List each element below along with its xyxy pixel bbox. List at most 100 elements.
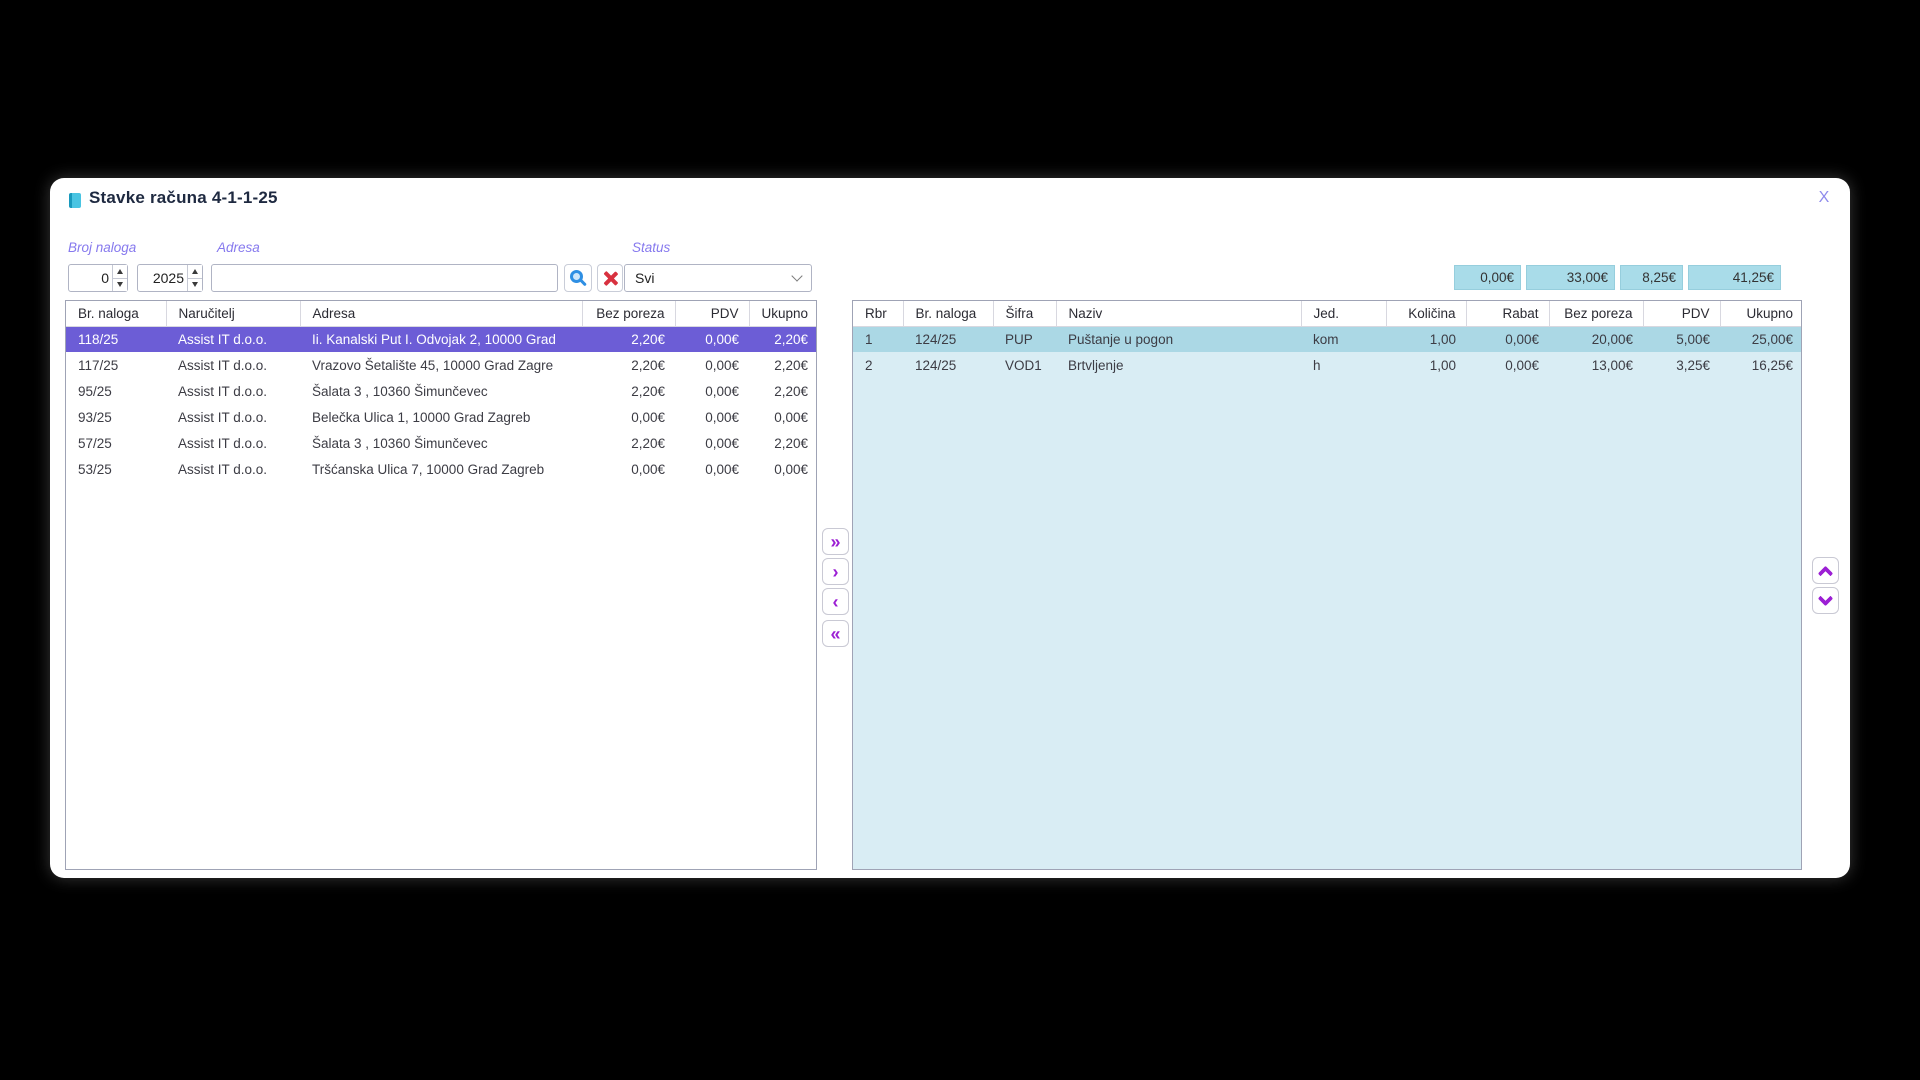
cell-br-naloga: 124/25	[903, 326, 993, 352]
clear-filter-button[interactable]	[597, 264, 623, 292]
cell-br-naloga: 93/25	[78, 409, 112, 425]
cell-narucitelj: Assist IT d.o.o.	[178, 409, 268, 425]
cell-pdv: 0,00€	[705, 409, 739, 425]
item-row-selected[interactable]: 1 124/25 PUP Puštanje u pogon kom 1,00 0…	[853, 326, 1801, 352]
move-left-button[interactable]: ‹	[822, 588, 849, 615]
cell-narucitelj: Assist IT d.o.o.	[178, 461, 268, 477]
cell-bez-poreza: 2,20€	[631, 435, 665, 451]
totals-box-2: 33,00€	[1526, 265, 1615, 290]
double-chevron-right-icon: »	[830, 531, 841, 552]
move-down-button[interactable]	[1812, 587, 1839, 614]
chevron-left-icon: ‹	[832, 591, 839, 612]
item-row[interactable]: 2 124/25 VOD1 Brtvljenje h 1,00 0,00€ 13…	[853, 352, 1801, 378]
cell-narucitelj: Assist IT d.o.o.	[166, 326, 300, 352]
cell-ukupno: 2,20€	[774, 435, 808, 451]
triangle-down-icon	[192, 282, 198, 288]
order-number-stepper[interactable]	[68, 264, 128, 292]
cell-adresa: Šalata 3 , 10360 Šimunčevec	[312, 383, 488, 399]
move-all-right-button[interactable]: »	[822, 528, 849, 555]
order-row[interactable]: 95/25 Assist IT d.o.o. Šalata 3 , 10360 …	[66, 378, 816, 404]
col-bez-poreza: Bez poreza	[1549, 301, 1644, 327]
move-all-left-button[interactable]: «	[822, 620, 849, 647]
cell-rbr: 1	[853, 326, 903, 352]
cell-adresa: Tršćanska Ulica 7, 10000 Grad Zagreb	[312, 461, 545, 477]
col-jed: Jed.	[1301, 301, 1387, 327]
items-header-row: Rbr Br. naloga Šifra Naziv Jed. Količina…	[853, 301, 1801, 327]
order-row-selected[interactable]: 118/25 Assist IT d.o.o. Ii. Kanalski Put…	[66, 326, 816, 352]
cell-pdv: 0,00€	[705, 435, 739, 451]
chevron-down-icon	[1817, 590, 1834, 606]
red-x-icon	[602, 270, 619, 287]
order-row[interactable]: 93/25 Assist IT d.o.o. Belečka Ulica 1, …	[66, 404, 816, 430]
cell-bez-poreza: 2,20€	[631, 357, 665, 373]
cell-adresa: Šalata 3 , 10360 Šimunčevec	[312, 435, 488, 451]
cell-narucitelj: Assist IT d.o.o.	[178, 435, 268, 451]
year-stepper[interactable]	[137, 264, 203, 292]
cell-adresa: Belečka Ulica 1, 10000 Grad Zagreb	[312, 409, 531, 425]
spin-down-button[interactable]	[113, 277, 127, 291]
move-right-button[interactable]: ›	[822, 558, 849, 585]
cell-pdv: 0,00€	[705, 461, 739, 477]
cell-rabat: 0,00€	[1466, 326, 1549, 352]
double-chevron-left-icon: «	[830, 623, 841, 644]
col-bez-poreza: Bez poreza	[582, 301, 676, 327]
col-naziv: Naziv	[1056, 301, 1302, 327]
adresa-label: Adresa	[217, 240, 260, 255]
col-sifra: Šifra	[993, 301, 1057, 327]
cell-narucitelj: Assist IT d.o.o.	[178, 383, 268, 399]
cell-kolicina: 1,00	[1386, 326, 1466, 352]
col-ukupno: Ukupno	[749, 301, 816, 327]
col-pdv: PDV	[1643, 301, 1721, 327]
cell-bez-poreza: 0,00€	[631, 461, 665, 477]
status-selected-value: Svi	[635, 270, 655, 286]
col-kolicina: Količina	[1386, 301, 1467, 327]
order-number-spin-buttons	[112, 265, 127, 291]
cell-bez-poreza: 0,00€	[631, 409, 665, 425]
spin-up-button[interactable]	[113, 265, 127, 278]
search-button[interactable]	[564, 264, 592, 292]
cell-pdv: 0,00€	[675, 326, 749, 352]
cell-br-naloga: 53/25	[78, 461, 112, 477]
cell-rbr: 2	[865, 357, 873, 373]
status-select[interactable]: Svi	[624, 264, 812, 292]
cell-narucitelj: Assist IT d.o.o.	[178, 357, 268, 373]
cell-adresa: Vrazovo Šetalište 45, 10000 Grad Zagre	[312, 357, 554, 373]
cell-jed: kom	[1301, 326, 1386, 352]
cell-br-naloga: 118/25	[66, 326, 166, 352]
order-row[interactable]: 53/25 Assist IT d.o.o. Tršćanska Ulica 7…	[66, 456, 816, 482]
spin-down-button[interactable]	[188, 277, 202, 291]
triangle-down-icon	[117, 282, 123, 288]
order-row[interactable]: 57/25 Assist IT d.o.o. Šalata 3 , 10360 …	[66, 430, 816, 456]
move-up-button[interactable]	[1812, 557, 1839, 584]
cell-ukupno: 0,00€	[774, 409, 808, 425]
col-narucitelj: Naručitelj	[166, 301, 301, 327]
close-button[interactable]: X	[1812, 186, 1836, 210]
cell-bez-poreza: 20,00€	[1549, 326, 1643, 352]
adresa-input[interactable]	[211, 264, 558, 292]
order-row[interactable]: 117/25 Assist IT d.o.o. Vrazovo Šetališt…	[66, 352, 816, 378]
totals-box-3: 8,25€	[1620, 265, 1683, 290]
cell-sifra: VOD1	[1005, 357, 1042, 373]
col-adresa: Adresa	[300, 301, 583, 327]
document-icon	[69, 193, 81, 208]
items-table: Rbr Br. naloga Šifra Naziv Jed. Količina…	[853, 301, 1801, 378]
cell-jed: h	[1313, 357, 1321, 373]
cell-sifra: PUP	[993, 326, 1056, 352]
cell-pdv: 5,00€	[1643, 326, 1720, 352]
cell-naziv: Puštanje u pogon	[1056, 326, 1301, 352]
year-input[interactable]	[138, 265, 187, 291]
cell-adresa: Ii. Kanalski Put I. Odvojak 2, 10000 Gra…	[300, 326, 582, 352]
order-number-input[interactable]	[69, 265, 112, 291]
cell-bez-poreza: 13,00€	[1591, 357, 1633, 373]
spin-up-button[interactable]	[188, 265, 202, 278]
cell-ukupno: 16,25€	[1751, 357, 1793, 373]
orders-table-panel: Br. naloga Naručitelj Adresa Bez poreza …	[65, 300, 817, 870]
cell-kolicina: 1,00	[1429, 357, 1456, 373]
cell-ukupno: 2,20€	[774, 357, 808, 373]
col-pdv: PDV	[675, 301, 750, 327]
items-table-panel: Rbr Br. naloga Šifra Naziv Jed. Količina…	[852, 300, 1802, 870]
cell-ukupno: 2,20€	[774, 383, 808, 399]
page-title: Stavke računa 4-1-1-25	[89, 188, 278, 207]
col-br-naloga: Br. naloga	[903, 301, 994, 327]
col-ukupno: Ukupno	[1720, 301, 1801, 327]
